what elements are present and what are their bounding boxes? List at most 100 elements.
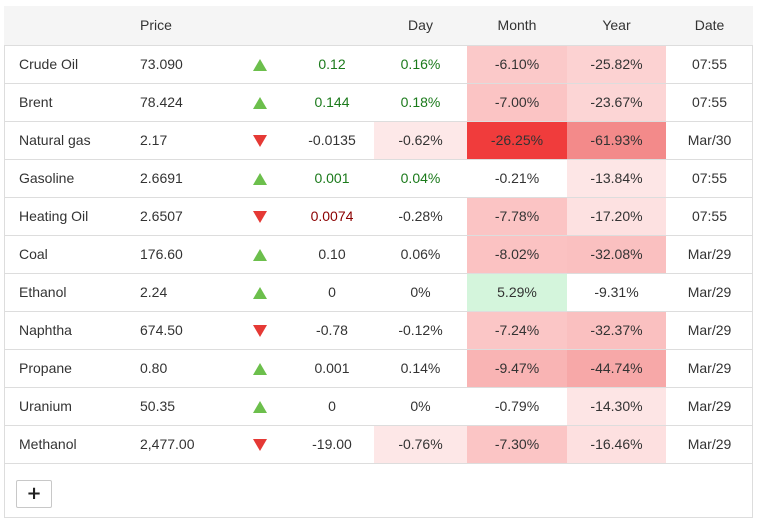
month-change-cell: -6.10% xyxy=(467,45,567,84)
month-change-cell: -0.21% xyxy=(467,159,567,198)
header-change xyxy=(290,6,374,46)
change-cell: 0.144 xyxy=(290,83,374,122)
price-cell: 73.090 xyxy=(138,45,229,84)
triangle-up-icon xyxy=(252,59,267,72)
commodities-table: Price Day Month Year Date Crude Oil 73.09… xyxy=(4,6,753,464)
header-year[interactable]: Year xyxy=(567,6,666,46)
price-cell: 78.424 xyxy=(138,83,229,122)
triangle-down-icon xyxy=(252,135,267,148)
triangle-up-icon xyxy=(252,287,267,300)
date-cell: Mar/29 xyxy=(666,387,753,426)
commodity-name-link[interactable]: Coal xyxy=(4,235,138,274)
month-change-cell: -0.79% xyxy=(467,387,567,426)
price-cell: 2.6691 xyxy=(138,159,229,198)
month-change-cell: 5.29% xyxy=(467,273,567,312)
commodity-name-link[interactable]: Naphtha xyxy=(4,311,138,350)
header-price[interactable]: Price xyxy=(138,6,229,46)
triangle-up-icon xyxy=(252,173,267,186)
date-cell: Mar/29 xyxy=(666,273,753,312)
month-change-cell: -7.24% xyxy=(467,311,567,350)
date-cell: Mar/29 xyxy=(666,235,753,274)
date-cell: 07:55 xyxy=(666,159,753,198)
change-cell: 0.0074 xyxy=(290,197,374,236)
date-cell: 07:55 xyxy=(666,45,753,84)
commodity-name-link[interactable]: Gasoline xyxy=(4,159,138,198)
price-cell: 674.50 xyxy=(138,311,229,350)
year-change-cell: -9.31% xyxy=(567,273,666,312)
price-cell: 176.60 xyxy=(138,235,229,274)
day-change-cell: 0% xyxy=(374,387,467,426)
month-change-cell: -26.25% xyxy=(467,121,567,160)
date-cell: Mar/29 xyxy=(666,311,753,350)
table-row: Heating Oil 2.6507 0.0074 -0.28% -7.78% -17.2… xyxy=(4,197,753,236)
price-cell: 2.24 xyxy=(138,273,229,312)
add-commodity-button[interactable]: + xyxy=(16,480,52,508)
year-change-cell: -61.93% xyxy=(567,121,666,160)
day-change-cell: -0.62% xyxy=(374,121,467,160)
change-cell: -0.0135 xyxy=(290,121,374,160)
table-header-row: Price Day Month Year Date xyxy=(4,6,753,46)
table-row: Natural gas 2.17 -0.0135 -0.62% -26.25% -61.9… xyxy=(4,121,753,160)
change-cell: 0.001 xyxy=(290,349,374,388)
header-day[interactable]: Day xyxy=(374,6,467,46)
change-cell: 0 xyxy=(290,273,374,312)
table-row: Methanol 2,477.00 -19.00 -0.76% -7.30% -16.46… xyxy=(4,425,753,464)
month-change-cell: -9.47% xyxy=(467,349,567,388)
day-change-cell: -0.76% xyxy=(374,425,467,464)
header-date: Date xyxy=(666,6,753,46)
triangle-up-icon xyxy=(252,363,267,376)
year-change-cell: -17.20% xyxy=(567,197,666,236)
table-row: Brent 78.424 0.144 0.18% -7.00% -23.67% 07:55 xyxy=(4,83,753,122)
month-change-cell: -7.78% xyxy=(467,197,567,236)
trend-arrow-cell xyxy=(229,45,290,84)
commodity-name-link[interactable]: Brent xyxy=(4,83,138,122)
trend-arrow-cell xyxy=(229,273,290,312)
day-change-cell: -0.12% xyxy=(374,311,467,350)
triangle-down-icon xyxy=(252,211,267,224)
triangle-down-icon xyxy=(252,325,267,338)
month-change-cell: -8.02% xyxy=(467,235,567,274)
year-change-cell: -13.84% xyxy=(567,159,666,198)
commodity-name-link[interactable]: Uranium xyxy=(4,387,138,426)
commodity-name-link[interactable]: Crude Oil xyxy=(4,45,138,84)
triangle-up-icon xyxy=(252,249,267,262)
year-change-cell: -16.46% xyxy=(567,425,666,464)
date-cell: 07:55 xyxy=(666,83,753,122)
day-change-cell: 0.04% xyxy=(374,159,467,198)
year-change-cell: -23.67% xyxy=(567,83,666,122)
year-change-cell: -25.82% xyxy=(567,45,666,84)
price-cell: 2,477.00 xyxy=(138,425,229,464)
commodity-name-link[interactable]: Methanol xyxy=(4,425,138,464)
day-change-cell: 0.18% xyxy=(374,83,467,122)
price-cell: 2.17 xyxy=(138,121,229,160)
change-cell: -0.78 xyxy=(290,311,374,350)
table-row: Crude Oil 73.090 0.12 0.16% -6.10% -25.82% 07:… xyxy=(4,45,753,84)
change-cell: 0.10 xyxy=(290,235,374,274)
header-month[interactable]: Month xyxy=(467,6,567,46)
table-row: Ethanol 2.24 0 0% 5.29% -9.31% Mar/29 xyxy=(4,273,753,312)
change-cell: -19.00 xyxy=(290,425,374,464)
table-row: Naphtha 674.50 -0.78 -0.12% -7.24% -32.37% Mar… xyxy=(4,311,753,350)
day-change-cell: 0.16% xyxy=(374,45,467,84)
price-cell: 0.80 xyxy=(138,349,229,388)
trend-arrow-cell xyxy=(229,197,290,236)
commodity-name-link[interactable]: Propane xyxy=(4,349,138,388)
year-change-cell: -14.30% xyxy=(567,387,666,426)
triangle-down-icon xyxy=(252,439,267,452)
day-change-cell: 0.06% xyxy=(374,235,467,274)
table-row: Coal 176.60 0.10 0.06% -8.02% -32.08% Mar/29 xyxy=(4,235,753,274)
trend-arrow-cell xyxy=(229,235,290,274)
trend-arrow-cell xyxy=(229,349,290,388)
change-cell: 0.001 xyxy=(290,159,374,198)
commodities-table-panel: Price Day Month Year Date Crude Oil 73.09… xyxy=(4,6,753,518)
commodity-name-link[interactable]: Ethanol xyxy=(4,273,138,312)
date-cell: 07:55 xyxy=(666,197,753,236)
year-change-cell: -44.74% xyxy=(567,349,666,388)
change-cell: 0 xyxy=(290,387,374,426)
day-change-cell: 0.14% xyxy=(374,349,467,388)
year-change-cell: -32.08% xyxy=(567,235,666,274)
day-change-cell: 0% xyxy=(374,273,467,312)
date-cell: Mar/29 xyxy=(666,425,753,464)
commodity-name-link[interactable]: Heating Oil xyxy=(4,197,138,236)
commodity-name-link[interactable]: Natural gas xyxy=(4,121,138,160)
